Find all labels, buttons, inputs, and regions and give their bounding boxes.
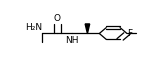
Text: F: F [128,29,133,38]
Text: O: O [54,14,61,23]
Text: NH: NH [66,36,79,45]
Polygon shape [85,24,90,34]
Text: H₂N: H₂N [25,23,42,32]
